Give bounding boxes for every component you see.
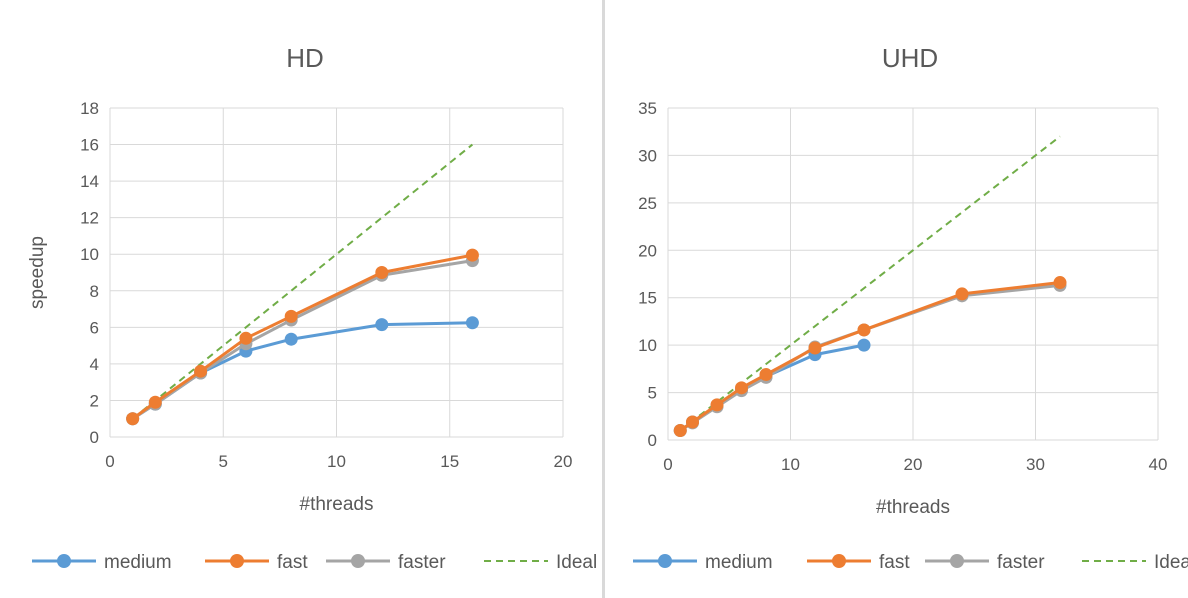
uhd-fast-point <box>759 368 773 382</box>
hd-chart-title: HD <box>286 43 324 73</box>
uhd-faster-line <box>679 283 1061 432</box>
uhd-chart-panel: 0 5 10 15 20 25 30 35 0 10 20 30 40 UHD #threads medium… <box>605 0 1188 598</box>
hd-medium-point <box>375 318 389 332</box>
uhd-x-tick-label: 20 <box>904 455 923 474</box>
hd-y-axis-label: speedup <box>27 236 48 309</box>
uhd-legend-medium-marker <box>658 554 672 568</box>
hd-fast-point <box>148 395 162 409</box>
hd-fast-point <box>284 309 298 323</box>
uhd-fast-line <box>679 281 1061 432</box>
hd-medium-line <box>131 321 473 420</box>
uhd-legend-fast-marker <box>832 554 846 568</box>
uhd-x-tick-label: 10 <box>781 455 800 474</box>
hd-medium-point <box>465 316 479 330</box>
uhd-fast-point <box>955 287 969 301</box>
uhd-legend-faster-label: faster <box>997 552 1045 573</box>
hd-y-tick-label: 8 <box>90 282 99 301</box>
hd-y-tick-label: 6 <box>90 318 99 337</box>
uhd-legend-ideal-label: Ideal <box>1154 552 1188 573</box>
uhd-x-tick-label: 30 <box>1026 455 1045 474</box>
hd-y-tick-label: 2 <box>90 391 99 410</box>
uhd-y-tick-label: 10 <box>638 336 657 355</box>
uhd-x-tick-label: 40 <box>1149 455 1168 474</box>
hd-fast-point <box>375 266 389 279</box>
hd-x-tick-label: 10 <box>327 452 346 471</box>
uhd-fast-point <box>710 398 724 412</box>
hd-chart: 0 2 4 6 8 10 12 14 16 18 0 5 10 15 20 HD #threads speedup… <box>27 43 597 573</box>
uhd-fast-point <box>857 323 871 337</box>
panel-divider <box>602 0 605 598</box>
uhd-medium-point <box>857 338 871 352</box>
hd-fast-point <box>194 364 208 378</box>
hd-fast-point <box>465 248 479 262</box>
uhd-y-tick-label: 15 <box>638 289 657 308</box>
uhd-legend-medium-label: medium <box>705 552 773 573</box>
hd-x-tick-label: 5 <box>219 452 228 471</box>
hd-legend-fast-marker <box>230 554 244 568</box>
hd-y-tick-label: 18 <box>80 99 99 118</box>
hd-x-axis-label: #threads <box>300 494 374 515</box>
uhd-y-tick-label: 35 <box>638 99 657 118</box>
hd-faster-line <box>131 259 473 420</box>
uhd-y-tick-label: 5 <box>648 384 657 403</box>
uhd-legend-fast-label: fast <box>879 552 910 573</box>
hd-medium-point <box>284 332 298 346</box>
uhd-fast-point <box>673 424 687 438</box>
hd-legend-medium-marker <box>57 554 71 568</box>
uhd-fast-point <box>686 415 699 429</box>
hd-ideal-line <box>132 143 474 420</box>
uhd-y-tick-label: 25 <box>638 194 657 213</box>
uhd-fast-point <box>735 381 748 395</box>
hd-x-tick-label: 15 <box>440 452 459 471</box>
hd-fast-point <box>126 412 140 426</box>
hd-legend-medium-label: medium <box>104 552 172 573</box>
hd-y-tick-label: 4 <box>90 355 99 374</box>
hd-x-tick-label: 0 <box>105 452 114 471</box>
uhd-fast-point <box>808 341 822 355</box>
hd-legend-faster-marker <box>351 554 365 568</box>
uhd-x-tick-label: 0 <box>663 455 672 474</box>
uhd-chart-title: UHD <box>882 43 938 73</box>
uhd-x-axis-label: #threads <box>876 497 950 518</box>
uhd-legend-faster-marker <box>950 554 964 568</box>
hd-y-tick-label: 0 <box>90 428 99 447</box>
hd-legend-faster-label: faster <box>398 552 446 573</box>
uhd-ideal-line <box>679 135 1061 432</box>
hd-x-tick-label: 20 <box>554 452 573 471</box>
uhd-chart: 0 5 10 15 20 25 30 35 0 10 20 30 40 UHD #threads medium… <box>633 43 1188 573</box>
hd-legend-fast-label: fast <box>277 552 308 573</box>
hd-y-tick-label: 14 <box>80 172 99 191</box>
hd-y-tick-label: 16 <box>80 136 99 155</box>
hd-legend-ideal-label: Ideal <box>556 552 597 573</box>
hd-y-tick-label: 10 <box>80 245 99 264</box>
uhd-medium-line <box>679 343 865 432</box>
hd-y-tick-label: 12 <box>80 209 99 228</box>
hd-chart-panel: 0 2 4 6 8 10 12 14 16 18 0 5 10 15 20 HD #threads speedup… <box>27 43 598 573</box>
uhd-y-tick-label: 20 <box>638 241 657 260</box>
uhd-y-tick-label: 0 <box>648 431 657 450</box>
hd-fast-point <box>239 331 253 345</box>
uhd-fast-point <box>1053 276 1067 290</box>
uhd-y-tick-label: 30 <box>638 146 657 165</box>
